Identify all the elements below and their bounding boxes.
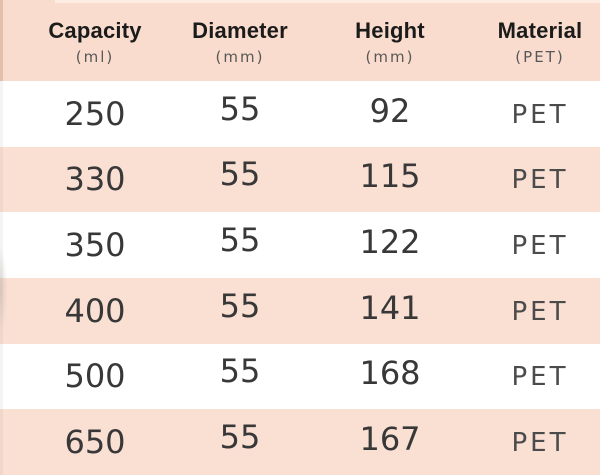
table-row: 330 55 115 PET (0, 146, 600, 213)
table-row: 500 55 168 PET (0, 343, 600, 410)
capacity-cell: 500 (64, 357, 126, 396)
diameter-header-label: Diameter (192, 17, 288, 43)
material-header-label: Material (497, 17, 583, 43)
diameter-cell: 55 (219, 352, 261, 391)
diameter-cell: 55 (219, 286, 261, 325)
table-header-row: Capacity (ml) Diameter (mm) Height (mm) … (0, 0, 600, 81)
material-cell: PET (511, 296, 569, 327)
capacity-cell: 250 (64, 94, 126, 133)
diameter-cell: 55 (219, 155, 261, 194)
diameter-cell: 55 (219, 418, 261, 457)
capacity-header-label: Capacity (48, 17, 142, 43)
table-row: 250 55 92 PET (0, 81, 600, 147)
capacity-cell: 350 (64, 226, 126, 265)
diameter-cell: 55 (219, 89, 261, 128)
material-cell: PET (511, 99, 569, 130)
height-cell: 167 (359, 420, 421, 459)
material-cell: PET (511, 428, 569, 459)
height-cell: 122 (359, 223, 421, 262)
capacity-cell: 400 (64, 291, 126, 330)
material-header-unit: (PET) (515, 48, 565, 67)
table-row: 650 55 167 PET (0, 409, 600, 475)
diameter-cell: 55 (219, 221, 261, 260)
height-cell: 92 (369, 91, 411, 130)
height-cell: 141 (359, 288, 421, 327)
column-header-capacity: Capacity (ml) (20, 15, 170, 66)
height-cell: 168 (359, 354, 421, 393)
capacity-header-unit: (ml) (75, 48, 115, 67)
height-header-label: Height (355, 17, 425, 43)
column-header-diameter: Diameter (mm) (170, 15, 310, 66)
diameter-header-unit: (mm) (215, 48, 265, 67)
table-row: 350 55 122 PET (0, 212, 600, 278)
height-header-unit: (mm) (365, 48, 415, 67)
column-header-material: Material (PET) (470, 15, 600, 66)
capacity-cell: 650 (64, 423, 126, 462)
column-header-height: Height (mm) (310, 15, 470, 66)
capacity-cell: 330 (64, 160, 126, 199)
material-cell: PET (511, 362, 569, 393)
height-cell: 115 (359, 157, 421, 196)
material-cell: PET (511, 165, 569, 196)
material-cell: PET (511, 231, 569, 262)
table-row: 400 55 141 PET (0, 277, 600, 344)
